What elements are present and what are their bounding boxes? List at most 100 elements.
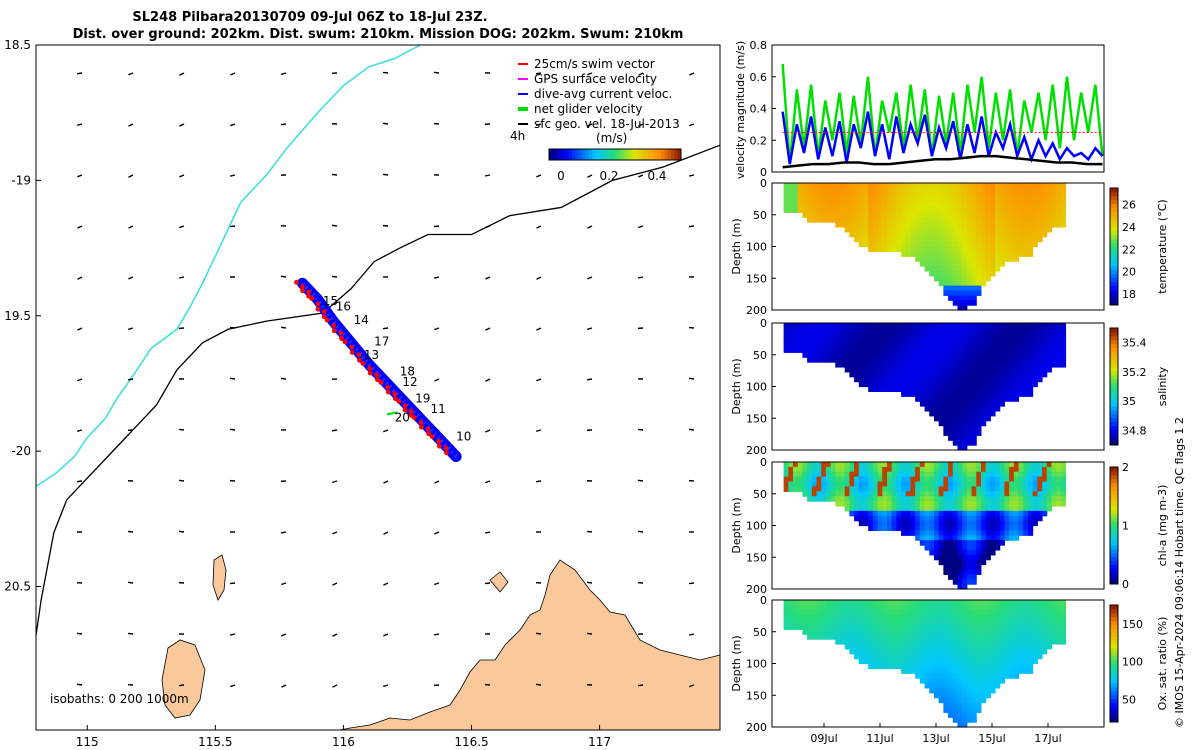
section-cell xyxy=(840,501,846,507)
section-cell xyxy=(971,187,977,194)
section-colorbar-cell xyxy=(1110,293,1118,298)
section-cell xyxy=(980,692,987,699)
section-cell xyxy=(957,584,963,590)
section-cell xyxy=(816,614,822,621)
section-y-tick-label: 150 xyxy=(746,272,767,285)
section-cell xyxy=(980,648,987,655)
section-cell xyxy=(957,222,963,228)
section-cell xyxy=(962,476,968,483)
section-cell xyxy=(924,486,930,492)
section-cell xyxy=(976,332,982,339)
section-cell xyxy=(990,197,996,204)
section-cell xyxy=(985,342,991,349)
section-cell xyxy=(943,327,949,334)
section-cell xyxy=(882,462,888,468)
section-cell xyxy=(915,217,921,223)
section-cell xyxy=(999,352,1005,358)
section-cell xyxy=(919,614,926,621)
section-cell xyxy=(976,192,982,199)
section-cell xyxy=(943,515,949,522)
section-cell xyxy=(910,481,916,488)
section-cell xyxy=(1042,614,1048,621)
section-cell xyxy=(990,270,996,277)
section-colorbar-cell xyxy=(1110,470,1118,476)
section-cell xyxy=(891,639,897,645)
section-cell xyxy=(924,653,930,660)
section-cell xyxy=(929,600,935,606)
section-cell xyxy=(957,717,963,723)
colorbar-cell xyxy=(562,149,566,160)
section-cell xyxy=(858,332,865,339)
colorbar-cell xyxy=(555,149,560,160)
section-cell xyxy=(990,476,996,483)
section-cell xyxy=(1056,639,1062,645)
section-cell xyxy=(830,466,836,473)
section-cell xyxy=(971,347,977,353)
section-cell xyxy=(933,222,940,228)
section-cell xyxy=(999,323,1005,329)
section-cell xyxy=(995,187,1001,194)
section-cell xyxy=(962,197,968,204)
section-cell xyxy=(999,515,1005,522)
section-cell xyxy=(1004,222,1010,228)
section-cell xyxy=(990,604,996,611)
section-cell xyxy=(854,600,860,606)
section-cell xyxy=(966,683,973,689)
section-cell xyxy=(905,323,912,329)
section-cell xyxy=(957,697,963,704)
section-cell xyxy=(952,246,958,252)
section-cell xyxy=(957,712,963,718)
section-cell xyxy=(952,505,958,512)
sfc-vector xyxy=(535,72,542,75)
section-cell xyxy=(905,187,912,194)
section-cell xyxy=(948,496,954,502)
section-cell xyxy=(980,486,987,492)
section-cell xyxy=(840,357,846,363)
section-cell xyxy=(891,371,897,378)
colorbar-cell xyxy=(601,149,606,160)
section-cell xyxy=(1037,629,1043,635)
section-cell xyxy=(882,520,888,527)
section-cell xyxy=(976,347,982,353)
section-cell xyxy=(905,481,912,488)
section-cell xyxy=(1032,658,1038,665)
section-cell xyxy=(985,653,991,660)
colorbar-cell xyxy=(674,149,679,160)
section-cell xyxy=(1004,236,1010,243)
section-cell xyxy=(844,187,850,194)
section-cell xyxy=(971,192,977,199)
section-cell xyxy=(891,217,897,223)
section-cell xyxy=(919,371,926,378)
section-cell xyxy=(985,366,991,373)
section-cell xyxy=(933,486,940,492)
section-cell xyxy=(854,634,860,640)
section-cell xyxy=(1032,187,1038,194)
section-cell xyxy=(863,332,869,339)
section-cell xyxy=(1009,462,1015,468)
section-cell xyxy=(943,663,949,669)
section-cell xyxy=(1037,643,1043,650)
section-cell xyxy=(948,481,954,488)
section-cell xyxy=(868,466,874,473)
section-cell xyxy=(933,236,940,243)
section-cell xyxy=(835,501,841,507)
section-cell xyxy=(966,520,973,527)
section-cell xyxy=(1051,332,1057,339)
section-cell xyxy=(816,471,822,478)
section-cell xyxy=(1032,634,1038,640)
section-cell xyxy=(1027,530,1034,536)
section-cell xyxy=(783,466,789,473)
swim-vector xyxy=(321,314,327,320)
section-colorbar-cell xyxy=(1110,227,1118,232)
section-cell xyxy=(868,187,874,194)
section-cell xyxy=(901,525,907,531)
section-cell xyxy=(915,197,921,204)
section-cell xyxy=(901,501,907,507)
section-cell xyxy=(957,323,963,329)
section-cell xyxy=(995,241,1001,248)
section-cell xyxy=(962,712,968,718)
section-cell xyxy=(1060,327,1067,334)
section-cell xyxy=(976,683,982,689)
section-cell xyxy=(821,217,827,223)
section-cell xyxy=(835,496,841,502)
